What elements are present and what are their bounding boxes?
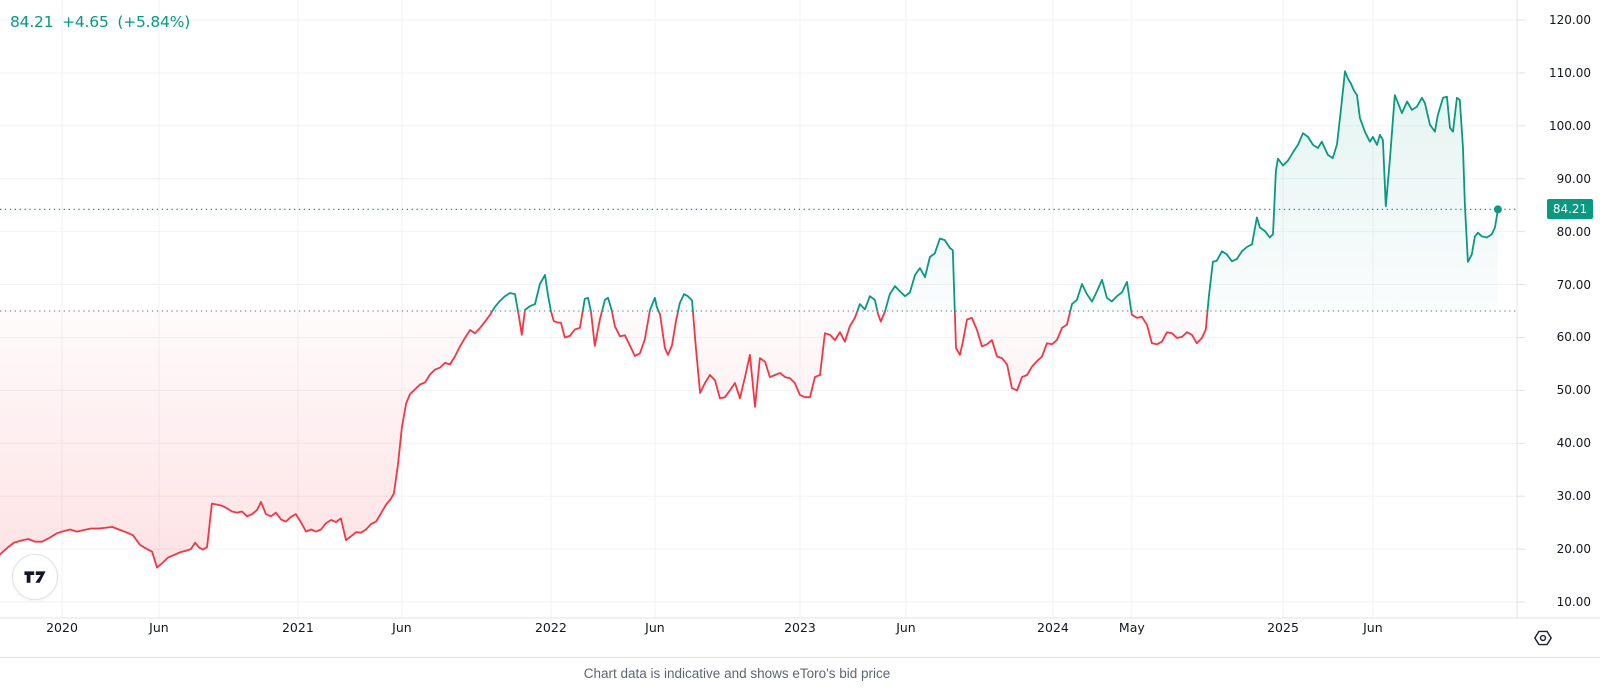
settings-gear-icon[interactable] <box>1532 627 1554 649</box>
time-tick-label: Jun <box>1363 620 1383 635</box>
time-tick-label: Jun <box>392 620 412 635</box>
price-axis[interactable]: 120.00 110.00 100.00 90.00 80.00 70.00 60.00 50… <box>1517 0 1600 618</box>
price-change: +4.65 <box>62 13 109 31</box>
price-tick-label: 50.00 <box>1556 383 1591 398</box>
price-tick-label: 30.00 <box>1556 489 1591 504</box>
time-tick-label: 2021 <box>281 620 314 635</box>
time-axis[interactable]: 2020 Jun 2021 Jun 2022 Jun 2023 Jun 2024 May 2025 J… <box>0 618 1517 648</box>
tradingview-logo[interactable] <box>12 554 58 600</box>
last-price-badge: 84.21 <box>1547 199 1593 219</box>
price-tick-label: 120.00 <box>1549 13 1591 27</box>
time-tick-label: 2024 <box>1037 620 1069 635</box>
price-tick-label: 110.00 <box>1549 65 1591 80</box>
gear-icon <box>1534 630 1552 646</box>
time-tick-label: May <box>1118 620 1145 635</box>
price-tick-label: 60.00 <box>1556 330 1591 345</box>
time-tick-label: 2020 <box>46 620 78 635</box>
price-tick-label: 10.00 <box>1556 595 1591 609</box>
time-tick-label: Jun <box>896 620 916 635</box>
footer-disclaimer: Chart data is indicative and shows eToro… <box>583 666 891 681</box>
footer-divider <box>0 657 1600 658</box>
time-tick-label: 2025 <box>1267 620 1299 635</box>
last-price: 84.21 <box>10 13 54 31</box>
price-change-percent: (+5.84%) <box>117 13 191 31</box>
time-tick-label: Jun <box>149 620 169 635</box>
time-tick-label: 2023 <box>784 620 816 635</box>
price-tick-label: 70.00 <box>1556 277 1591 292</box>
price-tick-label: 100.00 <box>1549 118 1591 133</box>
price-tick-label: 40.00 <box>1556 436 1591 451</box>
price-summary: 84.21 +4.65 (+5.84%) <box>10 13 194 31</box>
price-tick-label: 90.00 <box>1556 171 1591 186</box>
price-tick-label: 80.00 <box>1556 224 1591 239</box>
tradingview-logo-icon <box>24 571 46 583</box>
time-tick-label: 2022 <box>534 620 567 635</box>
time-tick-label: Jun <box>645 620 665 635</box>
price-tick-label: 20.00 <box>1556 542 1591 557</box>
